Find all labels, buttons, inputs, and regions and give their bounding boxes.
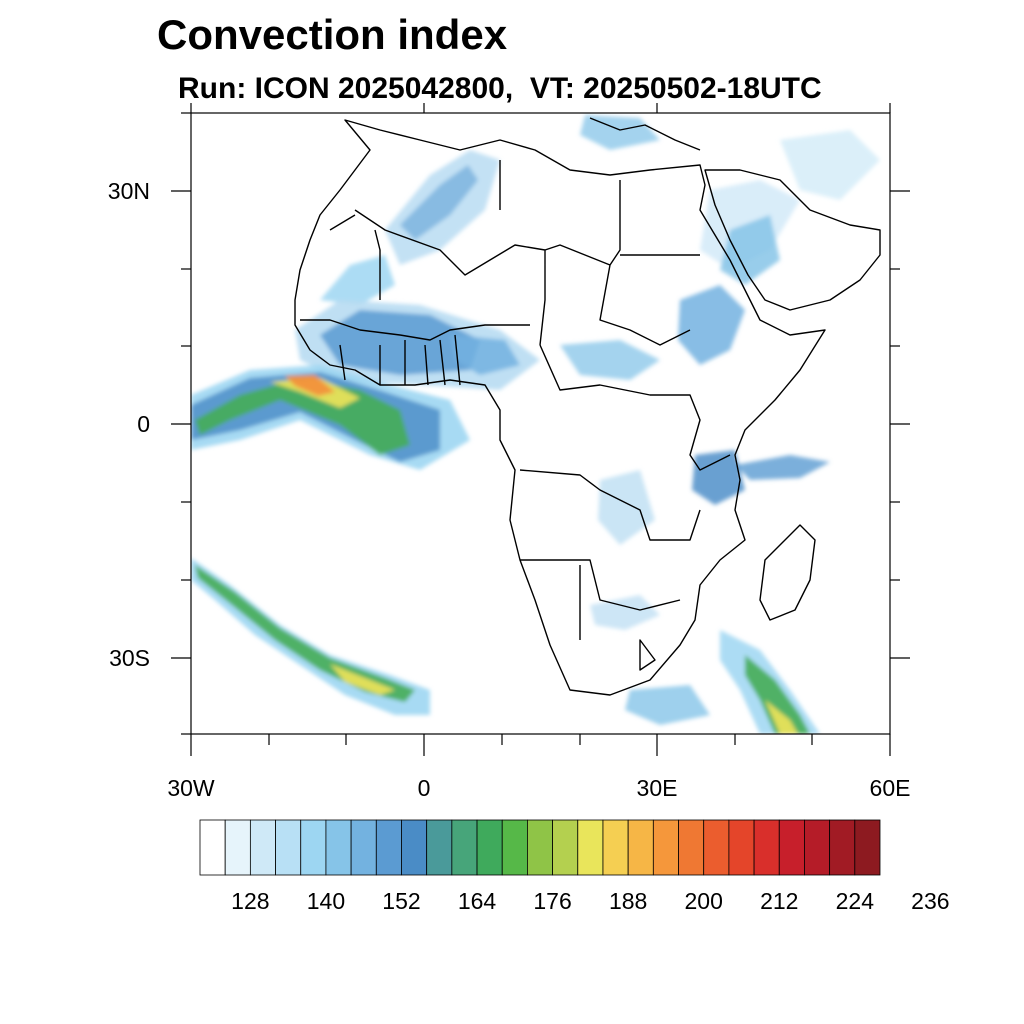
colorbar-box: [652, 819, 679, 876]
colorbar-tick-label: 224: [835, 888, 874, 914]
colorbar-box: [527, 819, 553, 876]
field-west-africa-mid: [320, 310, 480, 375]
field-iran: [780, 130, 880, 200]
colorbar: [199, 819, 881, 876]
colorbar-box: [300, 819, 327, 876]
colorbar-box: [577, 819, 604, 876]
axis-ticks: [171, 103, 910, 756]
colorbar-tick-label: 140: [306, 888, 346, 914]
colorbar-tick-label: 188: [608, 888, 648, 914]
lat-label-0: 0: [137, 411, 150, 437]
colorbar-box: [753, 819, 780, 876]
colorbar-tick-label: 236: [911, 888, 950, 914]
colorbar-box: [426, 819, 453, 876]
field-se-band-yellow: [765, 700, 798, 734]
colorbar-tick-label: 164: [457, 888, 497, 914]
field-indian-ocean: [735, 455, 830, 480]
borders-west: [300, 319, 530, 386]
colorbar-box: [476, 819, 503, 876]
lon-label-30w: 30W: [167, 775, 215, 801]
colorbar-box: [325, 819, 352, 876]
field-arabia-mid: [720, 215, 780, 285]
colorbar-box: [275, 819, 302, 876]
field-south-atlantic-green: [195, 565, 415, 702]
field-botswana: [590, 595, 660, 630]
colorbar-box: [552, 819, 579, 876]
field-ethiopia: [678, 285, 745, 365]
field-south-coast: [625, 685, 710, 725]
colorbar-tick-label: 200: [684, 888, 723, 914]
colorbar-box: [829, 819, 856, 876]
borders-central: [519, 344, 731, 671]
colorbar-tick-label: 176: [533, 888, 572, 914]
field-south-atlantic-yellow: [330, 664, 395, 695]
colorbar-box: [602, 819, 629, 876]
colorbar-box: [350, 819, 377, 876]
field-angola: [598, 470, 655, 545]
colorbar-box: [703, 819, 730, 876]
colorbar-tick-label: 212: [760, 888, 799, 914]
colorbar-box: [199, 819, 226, 876]
field-mediterranean: [580, 115, 660, 150]
field-mauritania: [320, 255, 395, 305]
field-nigeria: [450, 335, 520, 375]
lat-label-30s: 30S: [109, 645, 150, 671]
borders-north: [329, 160, 700, 346]
colorbar-tick-label: 152: [382, 888, 421, 914]
lat-label-30n: 30N: [107, 178, 150, 204]
mediterranean-coast: [589, 117, 701, 151]
map-title: Convection index: [157, 11, 508, 58]
field-sahara-mid: [400, 165, 478, 240]
field-atlantic-orange: [285, 375, 335, 396]
lon-label-30e: 30E: [636, 775, 678, 801]
colorbar-box: [401, 819, 428, 876]
lon-label-60e: 60E: [869, 775, 911, 801]
colorbar-box: [778, 819, 805, 876]
colorbar-box: [375, 819, 402, 876]
coastlines: [294, 117, 881, 696]
arabia-coastline: [704, 169, 881, 311]
field-tanzania: [692, 450, 745, 505]
africa-coastline: [294, 119, 826, 696]
colorbar-box: [451, 819, 478, 876]
field-congo: [560, 340, 660, 380]
colorbar-box: [804, 819, 831, 876]
map-subtitle: Run: ICON 2025042800, VT: 20250502-18UTC: [178, 72, 822, 105]
colorbar-tick-label: 128: [231, 888, 270, 914]
lon-label-0: 0: [417, 775, 431, 801]
colorbar-box: [249, 819, 276, 876]
colorbar-box: [854, 819, 881, 876]
colorbar-box: [728, 819, 755, 876]
colorbar-box: [678, 819, 705, 876]
colorbar-box: [627, 819, 654, 876]
colorbar-box: [501, 819, 528, 876]
colorbar-box: [224, 819, 251, 876]
convection-field: [191, 115, 880, 734]
madagascar-coastline: [759, 524, 816, 621]
field-se-band-green: [745, 655, 810, 734]
